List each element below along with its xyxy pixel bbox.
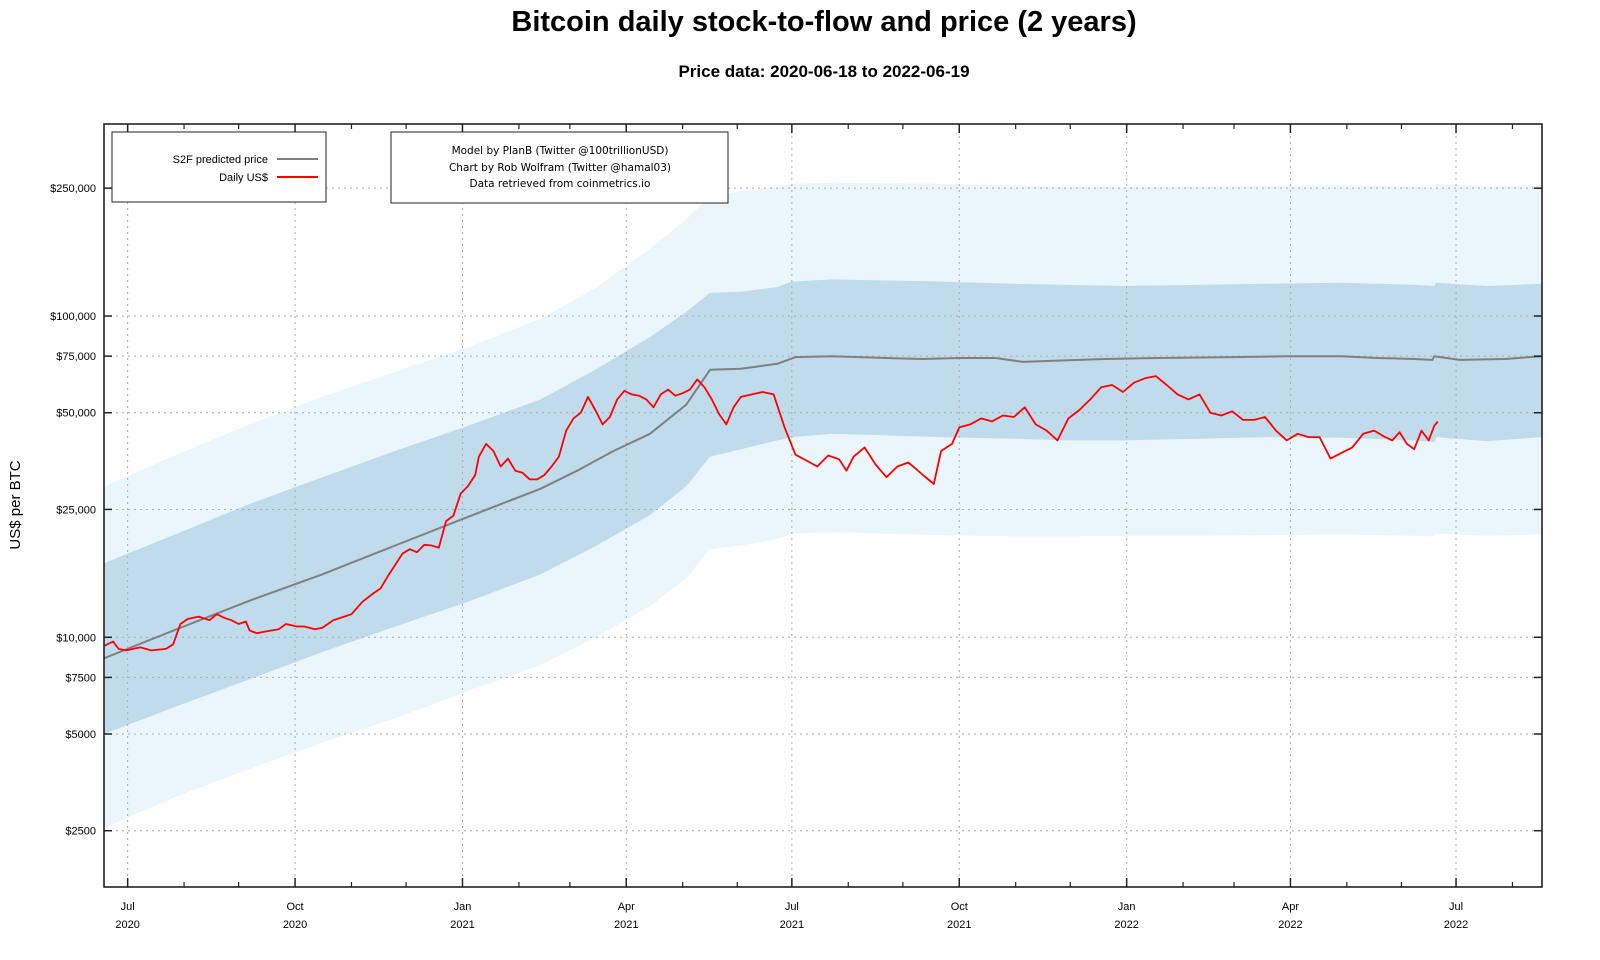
y-tick-label: $100,000 [50, 311, 96, 323]
credits-box: Model by PlanB (Twitter @100trillionUSD)… [390, 131, 729, 204]
x-tick-label-month: Jan [454, 901, 472, 913]
grid-layer [104, 124, 1542, 887]
y-tick-label: $50,000 [56, 408, 96, 420]
chart-title: Bitcoin daily stock-to-flow and price (2… [511, 6, 1137, 38]
bands-layer [104, 182, 1542, 828]
y-tick-label: $5000 [65, 729, 96, 741]
plot-frame [103, 123, 1543, 888]
s2f-predicted-line [103, 355, 1542, 660]
y-axis-label: US$ per BTC [7, 460, 24, 549]
ticks-layer: $250,000 $100,000 $75,000 $50,000 $25,000 $10… [50, 124, 1542, 931]
credit-line-model: Model by PlanB (Twitter @100trillionUSD) [452, 145, 669, 157]
legend-box [111, 131, 327, 203]
x-tick-label-month: Apr [618, 901, 635, 913]
credit-line-chart: Chart by Rob Wolfram (Twitter @hamal03) [449, 162, 671, 174]
chart-subtitle: Price data: 2020-06-18 to 2022-06-19 [678, 62, 970, 81]
legend-label-price: Daily US$ [219, 172, 268, 184]
y-tick-label: $10,000 [56, 632, 96, 644]
x-tick-label-month: Jul [1449, 901, 1463, 913]
x-tick-label-month: Jan [1118, 901, 1136, 913]
x-tick-label-month: Apr [1282, 901, 1299, 913]
axes-layer [103, 123, 1543, 888]
legend-label-s2f: S2F predicted price [173, 154, 268, 166]
y-tick-label: $2500 [65, 826, 96, 838]
y-tick-label: $25,000 [56, 504, 96, 516]
band-inner [104, 279, 1542, 734]
daily-price-line [103, 375, 1439, 652]
x-tick-label-year: 2021 [450, 919, 474, 931]
x-tick-label-year: 2020 [283, 919, 307, 931]
legend: S2F predicted price Daily US$ [111, 131, 327, 203]
x-tick-label-year: 2022 [1114, 919, 1138, 931]
x-tick-label-month: Jul [121, 901, 135, 913]
x-tick-label-year: 2021 [947, 919, 971, 931]
y-tick-label: $7500 [65, 672, 96, 684]
y-tick-label: $75,000 [56, 351, 96, 363]
credits-frame [390, 131, 729, 204]
x-tick-label-year: 2021 [614, 919, 638, 931]
x-tick-label-month: Jul [785, 901, 799, 913]
x-tick-label-year: 2021 [780, 919, 804, 931]
y-tick-label: $250,000 [50, 183, 96, 195]
x-tick-label-month: Oct [951, 901, 968, 913]
x-tick-label-month: Oct [287, 901, 304, 913]
series-layer [103, 355, 1542, 660]
x-tick-label-year: 2022 [1444, 919, 1468, 931]
x-tick-label-year: 2020 [115, 919, 139, 931]
credit-line-data: Data retrieved from coinmetrics.io [470, 178, 651, 190]
x-tick-label-year: 2022 [1278, 919, 1302, 931]
